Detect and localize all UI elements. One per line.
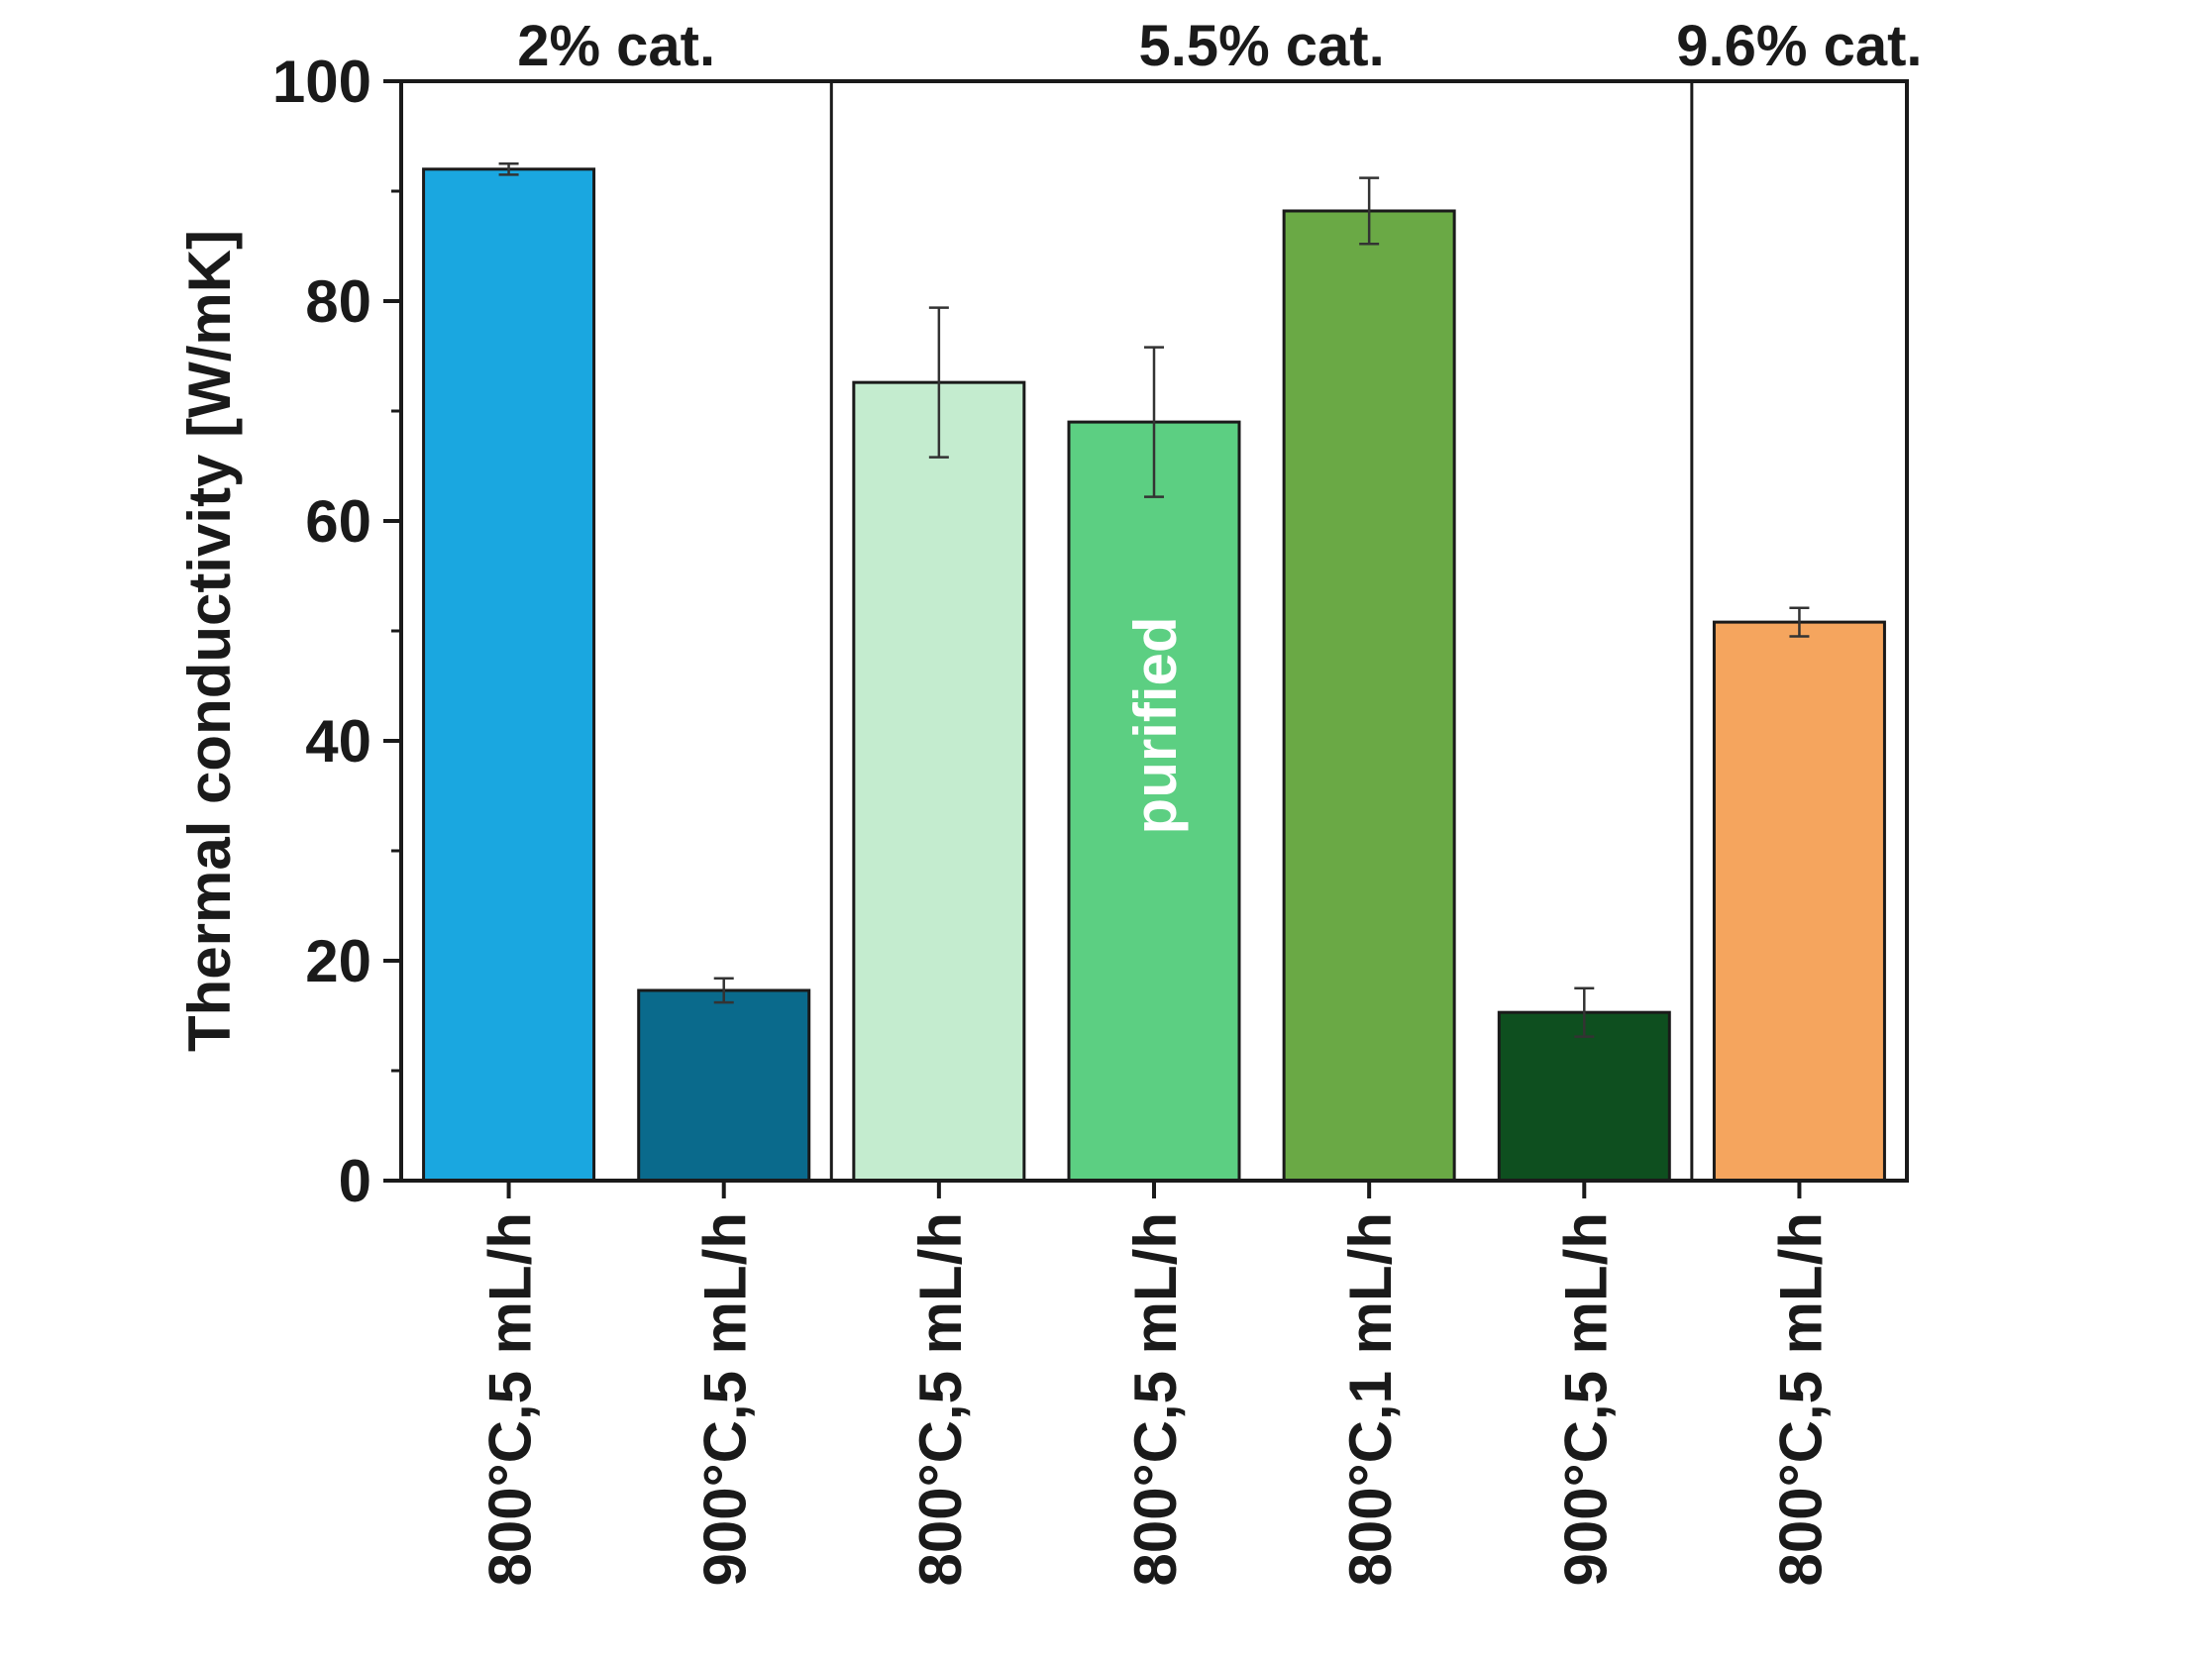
chart-texts: 2% cat. 5.5% cat. 9.6% cat. 0 20 40 60 80 100 800… xyxy=(176,14,1923,1586)
group-label-1: 2% cat. xyxy=(517,14,715,78)
error-bars xyxy=(498,162,1810,1038)
x-category-label-6: 900°C,5 mL/h xyxy=(1552,1212,1619,1586)
bar-7 xyxy=(1712,620,1886,1183)
error-bar-7 xyxy=(1789,606,1810,638)
x-category-label-5: 800°C,1 mL/h xyxy=(1337,1212,1404,1586)
y-axis-label: Thermal conductivity [W/mK] xyxy=(176,230,243,1052)
error-bar-3 xyxy=(928,306,949,459)
bars xyxy=(422,167,1886,1183)
y-tick-label-100: 100 xyxy=(272,49,371,115)
bar-annotation-4: purified xyxy=(1122,616,1189,834)
x-category-label-7: 800°C,5 mL/h xyxy=(1767,1212,1834,1586)
error-bar-6 xyxy=(1574,986,1595,1038)
y-tick-label-20: 20 xyxy=(305,928,371,994)
bar-6 xyxy=(1497,1010,1671,1183)
x-category-label-3: 800°C,5 mL/h xyxy=(907,1212,974,1586)
bar-5 xyxy=(1282,209,1456,1183)
error-bar-1 xyxy=(498,162,519,176)
x-category-label-4: 800°C,5 mL/h xyxy=(1122,1212,1189,1586)
y-tick-label-0: 0 xyxy=(339,1148,371,1214)
bar-3 xyxy=(852,380,1026,1183)
bar-1 xyxy=(422,167,596,1183)
group-label-2: 5.5% cat. xyxy=(1138,14,1384,78)
axes xyxy=(383,79,1909,1198)
error-bar-2 xyxy=(713,977,734,1004)
x-category-label-1: 800°C,5 mL/h xyxy=(477,1212,544,1586)
group-separators xyxy=(829,81,1694,1181)
y-tick-label-80: 80 xyxy=(305,268,371,335)
y-tick-label-40: 40 xyxy=(305,708,371,775)
bar-4 xyxy=(1067,420,1241,1183)
group-label-3: 9.6% cat. xyxy=(1676,14,1922,78)
error-bar-4 xyxy=(1144,346,1164,498)
error-bar-5 xyxy=(1359,176,1380,246)
bar-2 xyxy=(637,988,811,1183)
x-category-label-2: 900°C,5 mL/h xyxy=(692,1212,759,1586)
y-tick-label-60: 60 xyxy=(305,488,371,555)
